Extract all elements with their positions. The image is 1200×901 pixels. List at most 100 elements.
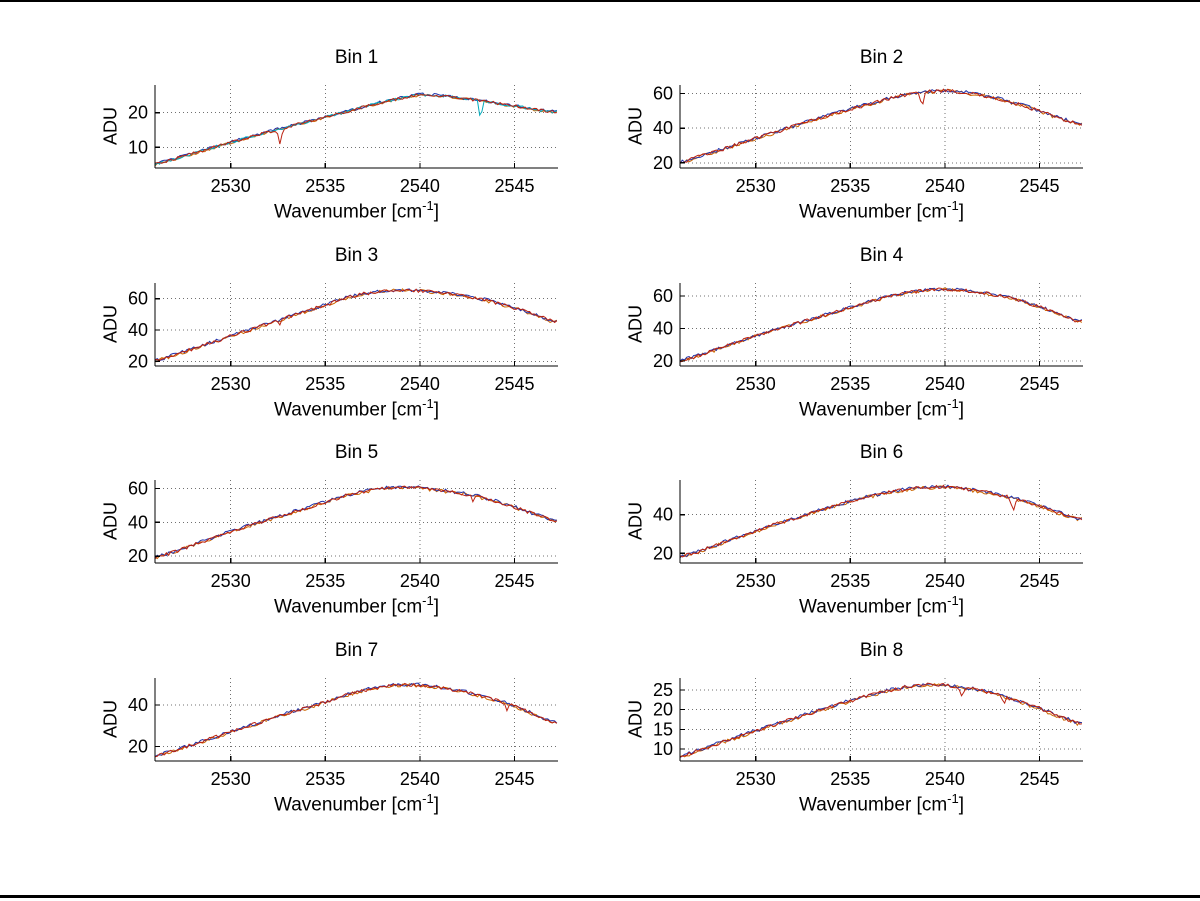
svg-text:40: 40 xyxy=(128,320,148,340)
svg-text:60: 60 xyxy=(128,289,148,309)
x-axis-label-close: ] xyxy=(433,399,439,421)
x-axis-label-close: ] xyxy=(958,596,964,618)
x-axis-label: Wavenumber [cm-1] xyxy=(680,198,1083,223)
svg-text:2535: 2535 xyxy=(305,374,345,394)
svg-text:2535: 2535 xyxy=(830,571,870,591)
svg-text:15: 15 xyxy=(653,719,673,739)
svg-text:20: 20 xyxy=(128,546,148,566)
x-axis-label-text: Wavenumber [cm xyxy=(273,201,423,223)
x-axis-label-sup: -1 xyxy=(422,593,434,608)
svg-text:60: 60 xyxy=(653,84,673,104)
plot-area-bin-5: 2530 2535 2540 2545 20 40 60 xyxy=(128,478,558,591)
subplot-bin-6: 2530 2535 2540 2545 20 40 Bin 6 ADU Wavenumbe… xyxy=(610,435,1120,640)
svg-text:2540: 2540 xyxy=(400,374,440,394)
subplot-bin-2: 2530 2535 2540 2545 20 40 60 Bin 2 ADU Wavenum… xyxy=(610,40,1120,245)
plot-area-bin-2: 2530 2535 2540 2545 20 40 60 xyxy=(653,84,1083,196)
x-axis-label-sup: -1 xyxy=(422,198,434,213)
svg-text:60: 60 xyxy=(653,286,673,306)
svg-text:2530: 2530 xyxy=(736,176,776,196)
x-axis-label-text: Wavenumber [cm xyxy=(798,201,948,223)
svg-text:2535: 2535 xyxy=(305,176,345,196)
svg-text:60: 60 xyxy=(128,478,148,498)
svg-text:20: 20 xyxy=(653,153,673,173)
y-axis-label: ADU xyxy=(625,106,646,146)
svg-text:2540: 2540 xyxy=(925,571,965,591)
svg-text:2545: 2545 xyxy=(1019,769,1059,789)
svg-text:2530: 2530 xyxy=(211,571,251,591)
subplot-bin-1: 2530 2535 2540 2545 10 20 Bin 1 ADU Wavenumbe… xyxy=(85,40,595,245)
svg-text:2545: 2545 xyxy=(494,176,534,196)
x-axis-label: Wavenumber [cm-1] xyxy=(155,396,558,421)
y-axis-label: ADU xyxy=(100,106,121,146)
x-axis-label-sup: -1 xyxy=(947,396,959,411)
plot-area-bin-6: 2530 2535 2540 2545 20 40 xyxy=(653,480,1083,591)
x-axis-label-text: Wavenumber [cm xyxy=(273,596,423,618)
x-axis-label-sup: -1 xyxy=(947,593,959,608)
svg-text:20: 20 xyxy=(653,351,673,371)
x-axis-label-close: ] xyxy=(433,596,439,618)
figure-border-bottom xyxy=(0,895,1200,898)
subplot-bin-8: 2530 2535 2540 2545 10 15 20 25 Bin 8 ADU Waven… xyxy=(610,633,1120,838)
x-axis-label-close: ] xyxy=(958,201,964,223)
plot-area-bin-3: 2530 2535 2540 2545 20 40 60 xyxy=(128,283,558,394)
svg-text:2530: 2530 xyxy=(211,769,251,789)
plot-area-bin-1: 2530 2535 2540 2545 10 20 xyxy=(128,85,558,196)
svg-text:2530: 2530 xyxy=(736,571,776,591)
plot-area-bin-4: 2530 2535 2540 2545 20 40 60 xyxy=(653,283,1083,394)
plot-title: Bin 8 xyxy=(859,640,904,661)
svg-text:20: 20 xyxy=(653,543,673,563)
x-axis-label-text: Wavenumber [cm xyxy=(798,399,948,421)
x-axis-label: Wavenumber [cm-1] xyxy=(680,593,1083,618)
subplot-bin-7: 2530 2535 2540 2545 20 40 Bin 7 ADU Wavenumbe… xyxy=(85,633,595,838)
y-axis-label: ADU xyxy=(625,699,646,739)
plot-title: Bin 5 xyxy=(334,442,379,463)
x-axis-label: Wavenumber [cm-1] xyxy=(155,791,558,816)
svg-text:40: 40 xyxy=(653,505,673,525)
svg-text:25: 25 xyxy=(653,680,673,700)
svg-text:2535: 2535 xyxy=(305,769,345,789)
plot-title: Bin 4 xyxy=(859,245,904,266)
x-axis-label: Wavenumber [cm-1] xyxy=(680,791,1083,816)
x-axis-label: Wavenumber [cm-1] xyxy=(155,593,558,618)
plot-title: Bin 3 xyxy=(334,245,379,266)
svg-text:2540: 2540 xyxy=(400,571,440,591)
svg-text:20: 20 xyxy=(128,736,148,756)
subplot-bin-3: 2530 2535 2540 2545 20 40 60 Bin 3 ADU Wavenum… xyxy=(85,238,595,443)
svg-text:2545: 2545 xyxy=(1019,176,1059,196)
svg-text:2545: 2545 xyxy=(494,374,534,394)
y-axis-label: ADU xyxy=(100,699,121,739)
svg-text:2545: 2545 xyxy=(1019,374,1059,394)
y-axis-label: ADU xyxy=(625,304,646,344)
svg-text:20: 20 xyxy=(653,700,673,720)
x-axis-label-text: Wavenumber [cm xyxy=(798,794,948,816)
plot-title: Bin 1 xyxy=(334,47,379,68)
svg-text:40: 40 xyxy=(653,319,673,339)
svg-text:2530: 2530 xyxy=(211,374,251,394)
svg-text:2530: 2530 xyxy=(211,176,251,196)
svg-text:20: 20 xyxy=(128,103,148,123)
y-axis-label: ADU xyxy=(625,501,646,541)
x-axis-label-close: ] xyxy=(958,399,964,421)
svg-text:2540: 2540 xyxy=(925,769,965,789)
plot-title: Bin 2 xyxy=(859,47,904,68)
svg-text:2535: 2535 xyxy=(830,769,870,789)
svg-text:40: 40 xyxy=(653,118,673,138)
svg-text:40: 40 xyxy=(128,512,148,532)
svg-text:2535: 2535 xyxy=(830,374,870,394)
svg-text:20: 20 xyxy=(128,351,148,371)
svg-text:2530: 2530 xyxy=(736,769,776,789)
subplot-bin-4: 2530 2535 2540 2545 20 40 60 Bin 4 ADU Wavenum… xyxy=(610,238,1120,443)
plot-area-bin-7: 2530 2535 2540 2545 20 40 xyxy=(128,678,558,789)
svg-text:10: 10 xyxy=(653,739,673,759)
x-axis-label-text: Wavenumber [cm xyxy=(273,794,423,816)
subplot-bin-5: 2530 2535 2540 2545 20 40 60 Bin 5 ADU Wavenum… xyxy=(85,435,595,640)
x-axis-label: Wavenumber [cm-1] xyxy=(680,396,1083,421)
x-axis-label-text: Wavenumber [cm xyxy=(798,596,948,618)
figure-border-top xyxy=(0,0,1200,2)
plot-title: Bin 6 xyxy=(859,442,904,463)
x-axis-label-sup: -1 xyxy=(947,791,959,806)
svg-text:2540: 2540 xyxy=(400,769,440,789)
svg-text:2535: 2535 xyxy=(830,176,870,196)
x-axis-label-sup: -1 xyxy=(947,198,959,213)
